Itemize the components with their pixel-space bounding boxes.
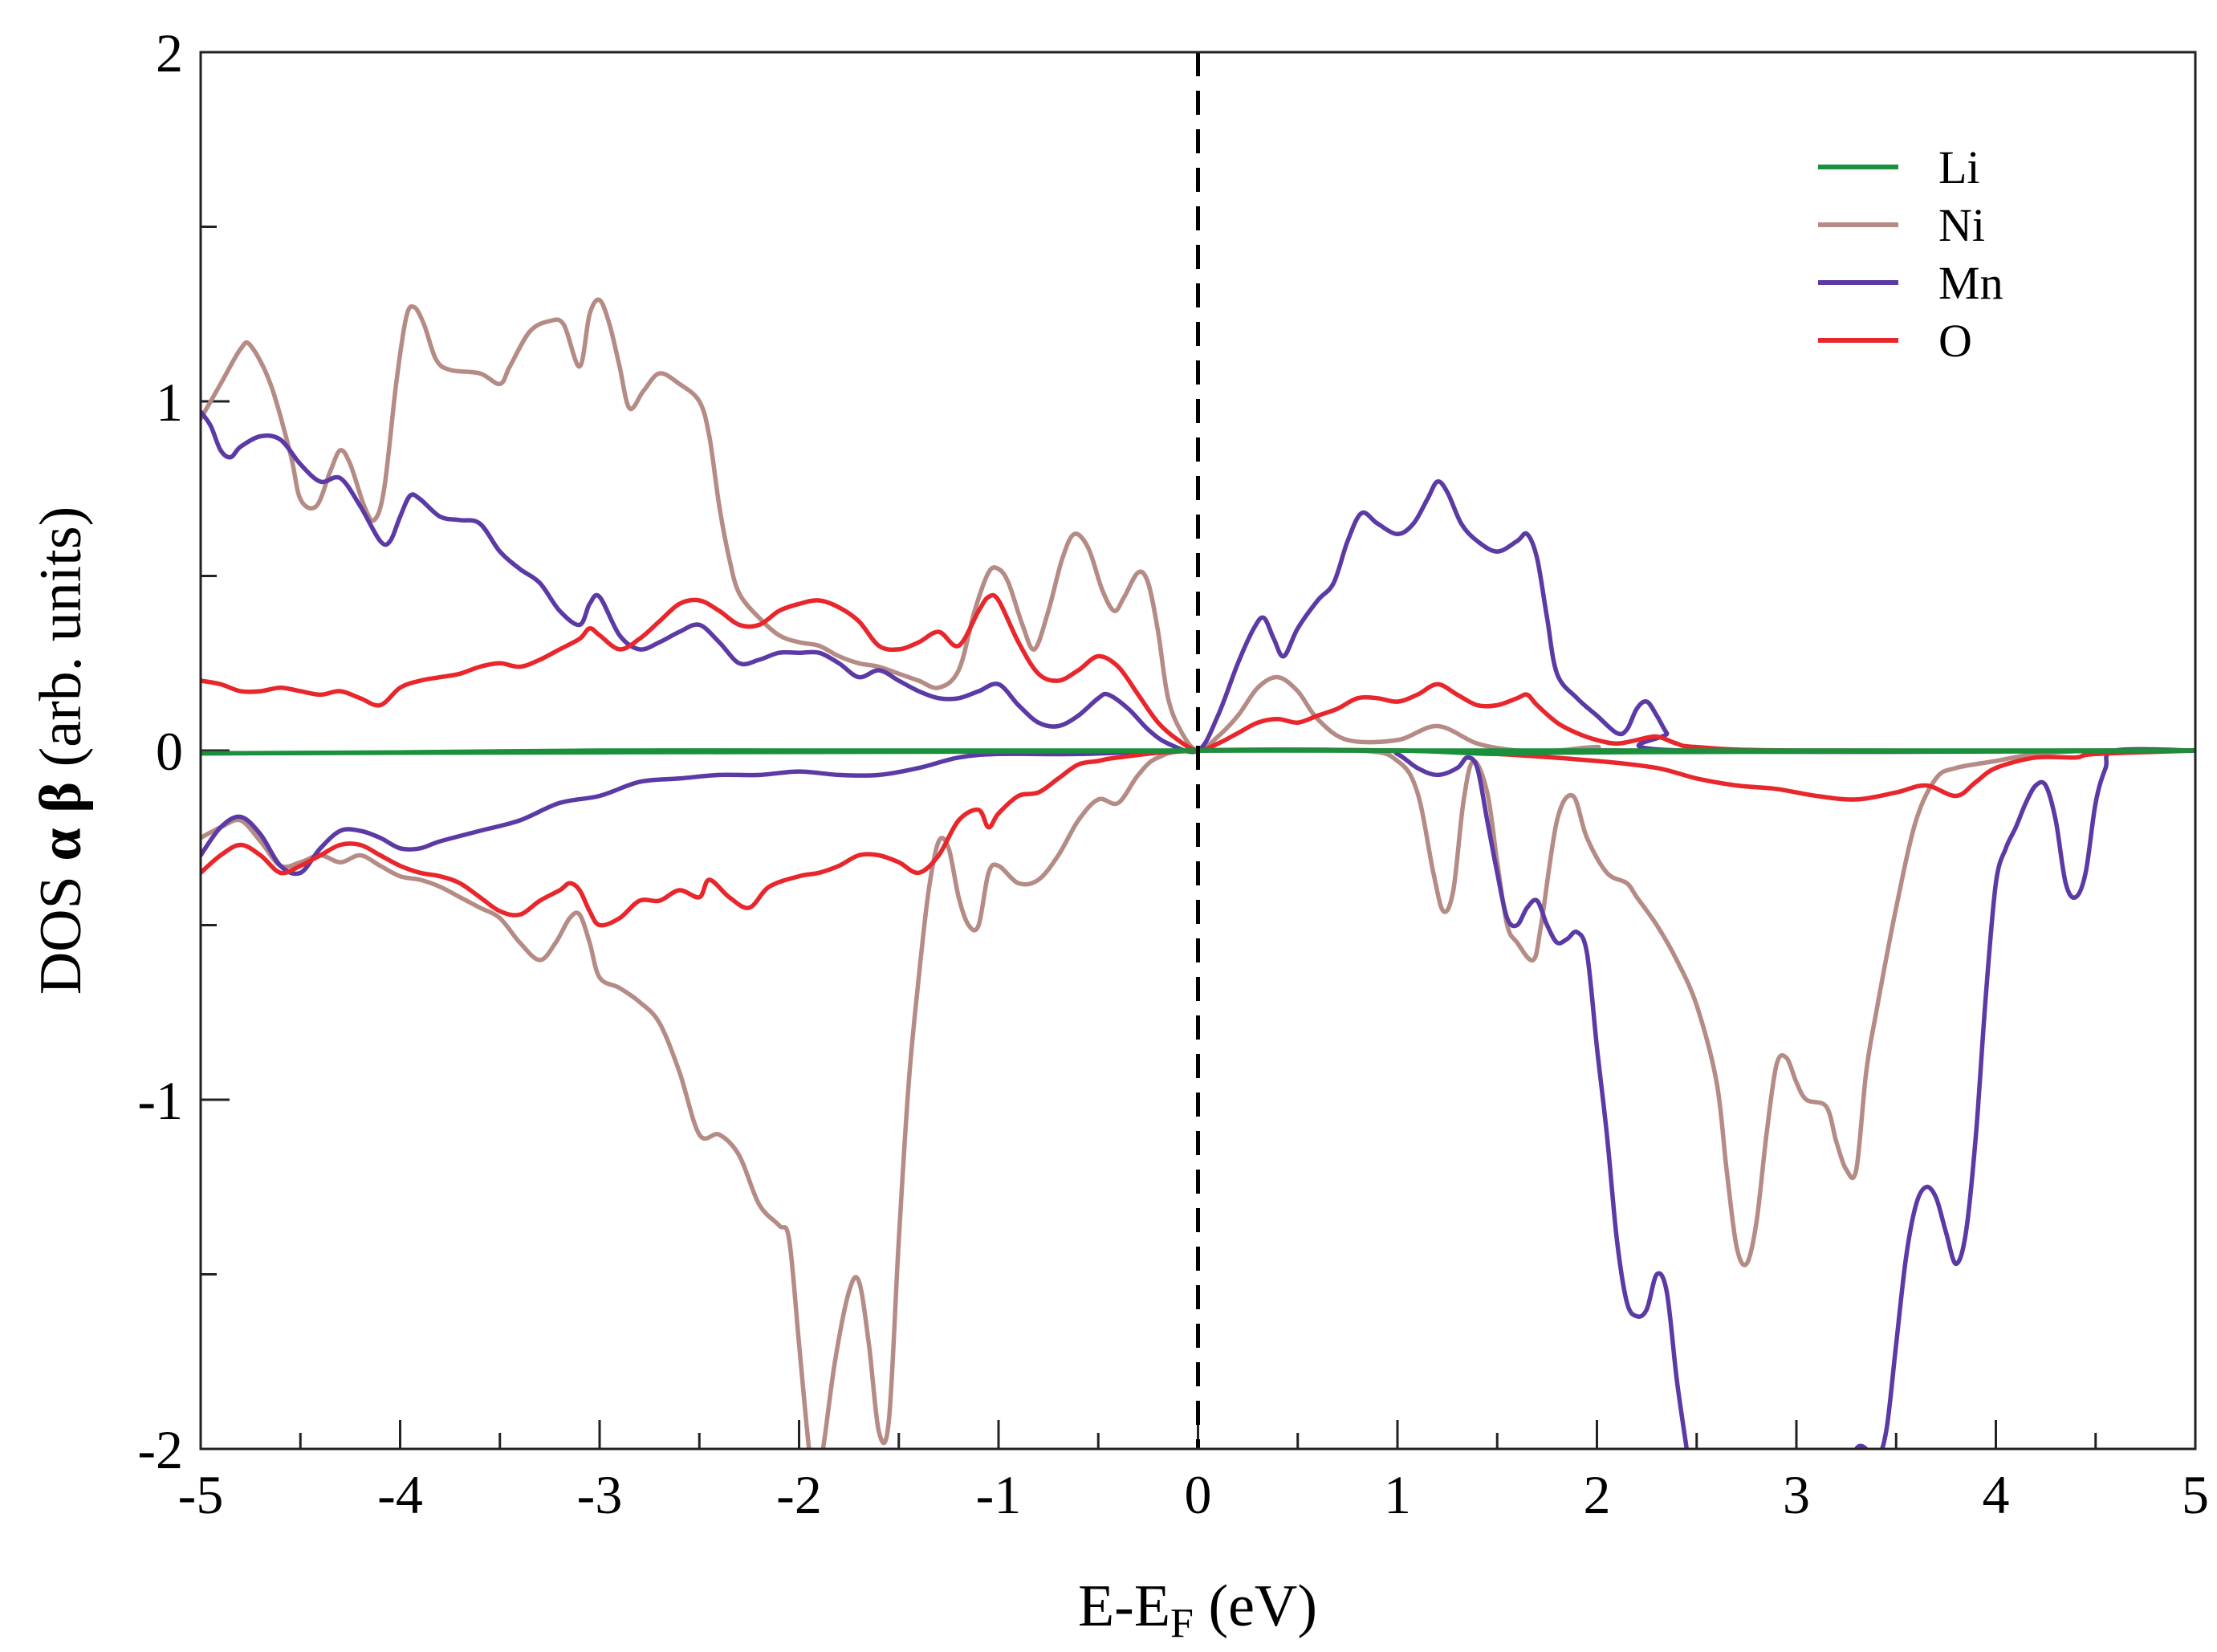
y-tick-label: 1 xyxy=(156,372,183,433)
x-tick-label: 2 xyxy=(1584,1464,1611,1525)
series-line-mn-down xyxy=(201,747,2195,1449)
y-axis-title-prefix: DOS xyxy=(28,861,94,995)
legend-label-mn: Mn xyxy=(1938,257,2003,309)
x-axis-title-suffix: (eV) xyxy=(1194,1573,1317,1639)
y-tick-label: 2 xyxy=(156,22,183,83)
y-tick-label: -1 xyxy=(137,1070,183,1131)
series-group xyxy=(201,297,2195,1449)
series-line-o-up xyxy=(201,592,2195,754)
series-line-mn-up xyxy=(201,409,2195,755)
legend-label-li: Li xyxy=(1938,141,1980,193)
y-axis-title: DOS α β (arb. units) xyxy=(28,507,94,995)
series-line-ni-down xyxy=(201,747,2195,1449)
series-line-o-down xyxy=(201,747,2195,928)
tick-labels: -5 -4 -3 -2 -1 0 1 2 3 4 5 -2 -1 0 1 2 xyxy=(137,22,2209,1525)
x-tick-label: -2 xyxy=(776,1464,822,1525)
x-tick-label: -3 xyxy=(577,1464,623,1525)
x-tick-label: -5 xyxy=(178,1464,224,1525)
x-axis-title-subscript: F xyxy=(1170,1601,1194,1646)
x-tick-label: -4 xyxy=(377,1464,423,1525)
x-tick-label: -1 xyxy=(976,1464,1022,1525)
plot-frame xyxy=(199,51,2197,1451)
series-line-ni-up xyxy=(201,297,2195,754)
x-tick-label: 5 xyxy=(2182,1464,2209,1525)
y-axis-title-symbols: α β xyxy=(28,782,94,861)
x-tick-label: 3 xyxy=(1783,1464,1810,1525)
x-axis-title-main: E-E xyxy=(1078,1573,1170,1639)
y-axis-title-suffix: (arb. units) xyxy=(28,507,94,782)
x-tick-label: 0 xyxy=(1185,1464,1212,1525)
legend: Li Ni Mn O xyxy=(1818,141,2003,367)
legend-label-ni: Ni xyxy=(1938,199,1985,251)
y-tick-label: 0 xyxy=(156,721,183,782)
y-tick-label: -2 xyxy=(137,1419,183,1480)
series-line-li-down xyxy=(201,747,2195,757)
legend-label-o: O xyxy=(1938,315,1972,367)
x-tick-label: 1 xyxy=(1384,1464,1411,1525)
x-tick-label: 4 xyxy=(1983,1464,2010,1525)
x-axis-title: E-EF (eV) xyxy=(1078,1573,1317,1646)
